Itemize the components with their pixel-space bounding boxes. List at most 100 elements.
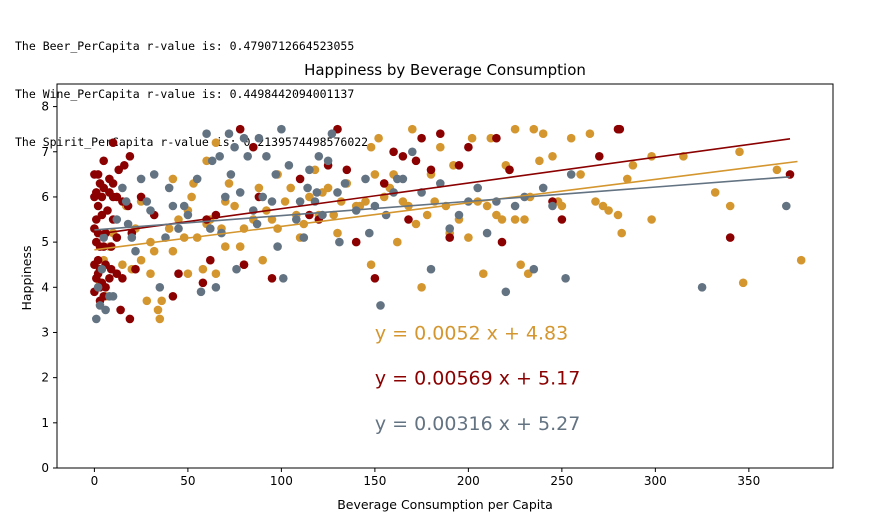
spirit-point — [305, 210, 314, 220]
beer-point — [183, 269, 193, 278]
wine-point — [108, 292, 118, 301]
spirit-point — [267, 274, 277, 283]
beer-point — [516, 260, 525, 269]
wine-point — [149, 170, 159, 179]
beer-point — [168, 246, 178, 256]
beer-point — [235, 242, 245, 251]
wine-point — [239, 133, 249, 143]
r-value-line-spirit: The Spirit_PerCapita r-value is: 0.21395… — [15, 135, 369, 149]
wine-point — [454, 210, 464, 220]
beer-point — [479, 269, 488, 278]
beer-point — [604, 206, 613, 215]
wine-point — [267, 197, 277, 206]
beer-point — [329, 210, 339, 220]
beer-point — [613, 210, 623, 220]
spirit-fit-line — [94, 138, 791, 236]
wine-point — [131, 246, 140, 256]
y-tick-label: 5 — [41, 235, 49, 249]
beer-point — [772, 165, 782, 175]
spirit-point — [464, 142, 473, 152]
spirit-point — [615, 124, 625, 134]
beer-point — [366, 260, 376, 269]
spirit-point — [116, 305, 125, 315]
spirit-point — [108, 179, 118, 188]
beer-point — [153, 305, 163, 315]
spirit-point — [97, 192, 107, 202]
wine-point — [538, 183, 548, 193]
scatter-chart: Happiness by Beverage Consumption y = 0.… — [19, 61, 834, 512]
spirit-point — [125, 314, 135, 324]
spirit-point — [342, 165, 352, 175]
beer-point — [142, 296, 152, 306]
beer-fit-line — [94, 160, 798, 251]
spirit-point — [93, 201, 103, 211]
wine-point — [118, 183, 127, 193]
beer-point — [436, 142, 445, 152]
beer-point — [286, 183, 296, 193]
x-tick-label: 250 — [550, 474, 573, 488]
wine-point — [299, 233, 309, 242]
beer-point — [258, 255, 268, 265]
spirit-point — [198, 278, 208, 288]
wine-point — [101, 305, 110, 315]
x-tick-label: 100 — [270, 474, 293, 488]
beer-point — [623, 174, 632, 184]
wine-point — [146, 206, 155, 215]
wine-point — [295, 197, 305, 206]
y-tick-label: 1 — [41, 416, 49, 430]
beer-point — [529, 124, 539, 134]
spirit-point — [239, 260, 249, 269]
y-tick-label: 7 — [41, 145, 49, 159]
y-tick-label: 6 — [41, 190, 49, 204]
wine-point — [273, 242, 282, 251]
beer-point — [118, 260, 127, 269]
spirit-point — [174, 269, 183, 278]
spirit-point — [295, 174, 305, 184]
wine-point — [92, 314, 101, 324]
beer-point — [336, 197, 346, 206]
spirit-point — [131, 264, 140, 274]
beer-point — [557, 201, 567, 211]
x-tick-label: 200 — [457, 474, 480, 488]
plot-area: y = 0.0052 x + 4.83 y = 0.00569 x + 5.17 y… — [41, 83, 834, 488]
wine-point — [206, 224, 215, 233]
spirit-point — [112, 233, 122, 242]
wine-point — [436, 179, 445, 188]
wine-point — [529, 264, 539, 274]
beer-point — [411, 219, 421, 229]
spirit-point — [351, 237, 361, 247]
wine-point — [782, 201, 791, 211]
wine-point — [224, 129, 234, 138]
wine-point — [174, 224, 183, 233]
wine-point — [164, 183, 174, 193]
beer-point — [408, 124, 417, 134]
beer-point — [211, 269, 221, 278]
wine-point — [340, 179, 350, 188]
beer-point — [221, 242, 230, 251]
beer-point — [179, 233, 189, 242]
fit-equation-spirit: y = 0.00569 x + 5.17 — [375, 368, 580, 390]
wine-point — [211, 283, 221, 292]
beer-point — [211, 138, 221, 147]
spirit-point — [93, 170, 103, 179]
x-tick-label: 300 — [644, 474, 667, 488]
beer-point — [566, 133, 576, 143]
wine-point — [376, 301, 385, 310]
wine-point — [221, 192, 230, 202]
wine-point — [697, 283, 707, 292]
wine-point — [252, 219, 262, 229]
wine-point — [207, 156, 217, 166]
wine-point — [473, 183, 483, 193]
wine-point — [183, 210, 193, 220]
y-tick-label: 0 — [41, 461, 49, 475]
beer-point — [647, 215, 656, 224]
beer-point — [628, 161, 638, 170]
beer-point — [422, 210, 432, 220]
beer-point — [370, 170, 380, 179]
beer-point — [174, 215, 183, 224]
beer-point — [374, 133, 383, 143]
y-tick-label: 4 — [41, 280, 49, 294]
wine-point — [398, 174, 408, 184]
fit-equation-beer: y = 0.0052 x + 4.83 — [375, 323, 568, 345]
wine-point — [279, 274, 288, 283]
